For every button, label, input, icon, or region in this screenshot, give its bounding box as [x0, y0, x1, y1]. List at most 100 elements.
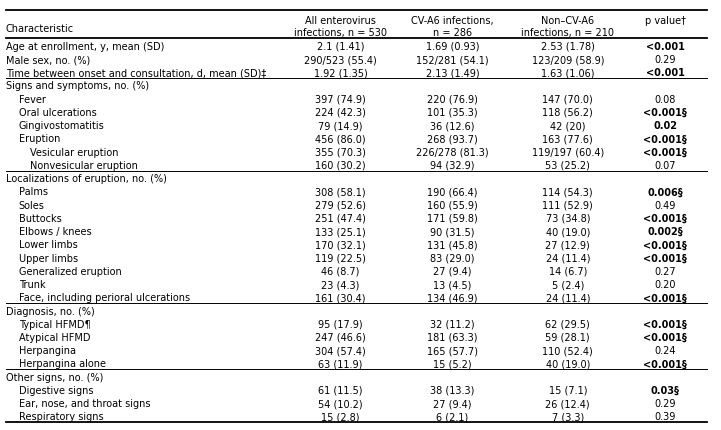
Text: 90 (31.5): 90 (31.5)	[430, 227, 474, 237]
Text: 2.1 (1.41): 2.1 (1.41)	[317, 42, 364, 52]
Text: <0.001§: <0.001§	[643, 253, 687, 263]
Text: 308 (58.1): 308 (58.1)	[315, 187, 366, 197]
Text: Eruption: Eruption	[19, 134, 60, 144]
Text: 0.29: 0.29	[655, 398, 676, 408]
Text: 101 (35.3): 101 (35.3)	[427, 108, 478, 118]
Text: 123/209 (58.9): 123/209 (58.9)	[531, 55, 604, 65]
Text: 160 (30.2): 160 (30.2)	[315, 160, 366, 171]
Text: 38 (13.3): 38 (13.3)	[430, 385, 474, 395]
Text: 27 (12.9): 27 (12.9)	[545, 240, 590, 250]
Text: 152/281 (54.1): 152/281 (54.1)	[416, 55, 489, 65]
Text: 6 (2.1): 6 (2.1)	[436, 412, 469, 421]
Text: 0.20: 0.20	[655, 280, 676, 289]
Text: 0.002§: 0.002§	[647, 227, 683, 237]
Text: 15 (7.1): 15 (7.1)	[549, 385, 587, 395]
Text: 251 (47.4): 251 (47.4)	[315, 213, 366, 223]
Text: 290/523 (55.4): 290/523 (55.4)	[304, 55, 377, 65]
Text: 133 (25.1): 133 (25.1)	[315, 227, 366, 237]
Text: 95 (17.9): 95 (17.9)	[319, 319, 363, 329]
Text: 27 (9.4): 27 (9.4)	[433, 398, 472, 408]
Text: 190 (66.4): 190 (66.4)	[427, 187, 478, 197]
Text: Trunk: Trunk	[19, 280, 45, 289]
Text: Face, including perioral ulcerations: Face, including perioral ulcerations	[19, 292, 190, 303]
Text: 119/197 (60.4): 119/197 (60.4)	[531, 147, 604, 157]
Text: 23 (4.3): 23 (4.3)	[322, 280, 360, 289]
Text: 119 (22.5): 119 (22.5)	[315, 253, 366, 263]
Text: 171 (59.8): 171 (59.8)	[427, 213, 478, 223]
Text: 26 (12.4): 26 (12.4)	[546, 398, 590, 408]
Text: <0.001§: <0.001§	[643, 332, 687, 342]
Text: 181 (63.3): 181 (63.3)	[427, 332, 478, 342]
Text: 7 (3.3): 7 (3.3)	[552, 412, 584, 421]
Text: 27 (9.4): 27 (9.4)	[433, 266, 472, 276]
Text: Time between onset and consultation, d, mean (SD)‡: Time between onset and consultation, d, …	[6, 68, 266, 78]
Text: 40 (19.0): 40 (19.0)	[546, 227, 590, 237]
Text: 94 (32.9): 94 (32.9)	[430, 160, 474, 171]
Text: 83 (29.0): 83 (29.0)	[430, 253, 474, 263]
Text: 0.07: 0.07	[655, 160, 676, 171]
Text: Soles: Soles	[19, 200, 45, 210]
Text: 15 (2.8): 15 (2.8)	[322, 412, 360, 421]
Text: CV-A6 infections,
n = 286: CV-A6 infections, n = 286	[411, 16, 494, 38]
Text: 304 (57.4): 304 (57.4)	[315, 345, 366, 355]
Text: 13 (4.5): 13 (4.5)	[433, 280, 472, 289]
Text: <0.001: <0.001	[646, 42, 684, 52]
Text: 24 (11.4): 24 (11.4)	[546, 292, 590, 303]
Text: <0.001: <0.001	[646, 68, 684, 78]
Text: 1.92 (1.35): 1.92 (1.35)	[314, 68, 368, 78]
Text: 111 (52.9): 111 (52.9)	[542, 200, 593, 210]
Text: Ear, nose, and throat signs: Ear, nose, and throat signs	[19, 398, 150, 408]
Text: 15 (5.2): 15 (5.2)	[433, 359, 472, 369]
Text: All enterovirus
infections, n = 530: All enterovirus infections, n = 530	[294, 16, 387, 38]
Text: Age at enrollment, y, mean (SD): Age at enrollment, y, mean (SD)	[6, 42, 164, 52]
Text: 161 (30.4): 161 (30.4)	[315, 292, 366, 303]
Text: Localizations of eruption, no. (%): Localizations of eruption, no. (%)	[6, 174, 167, 184]
Text: 160 (55.9): 160 (55.9)	[427, 200, 478, 210]
Text: 46 (8.7): 46 (8.7)	[322, 266, 360, 276]
Text: 226/278 (81.3): 226/278 (81.3)	[416, 147, 489, 157]
Text: <0.001§: <0.001§	[643, 108, 687, 118]
Text: Upper limbs: Upper limbs	[19, 253, 78, 263]
Text: 0.03§: 0.03§	[650, 385, 680, 395]
Text: 42 (20): 42 (20)	[550, 121, 585, 131]
Text: Diagnosis, no. (%): Diagnosis, no. (%)	[6, 306, 94, 316]
Text: Signs and symptoms, no. (%): Signs and symptoms, no. (%)	[6, 81, 149, 91]
Text: Non–CV-A6
infections, n = 210: Non–CV-A6 infections, n = 210	[521, 16, 614, 38]
Text: Buttocks: Buttocks	[19, 213, 61, 223]
Text: Lower limbs: Lower limbs	[19, 240, 77, 250]
Text: 14 (6.7): 14 (6.7)	[549, 266, 587, 276]
Text: 118 (56.2): 118 (56.2)	[542, 108, 593, 118]
Text: Fever: Fever	[19, 95, 45, 104]
Text: 79 (14.9): 79 (14.9)	[319, 121, 363, 131]
Text: 0.006§: 0.006§	[647, 187, 683, 197]
Text: 220 (76.9): 220 (76.9)	[427, 95, 478, 104]
Text: Oral ulcerations: Oral ulcerations	[19, 108, 97, 118]
Text: Typical HFMD¶: Typical HFMD¶	[19, 319, 90, 329]
Text: 2.13 (1.49): 2.13 (1.49)	[425, 68, 479, 78]
Text: 0.39: 0.39	[655, 412, 676, 421]
Text: 54 (10.2): 54 (10.2)	[319, 398, 363, 408]
Text: 268 (93.7): 268 (93.7)	[427, 134, 478, 144]
Text: 134 (46.9): 134 (46.9)	[427, 292, 478, 303]
Text: 2.53 (1.78): 2.53 (1.78)	[541, 42, 595, 52]
Text: 0.02: 0.02	[653, 121, 677, 131]
Text: Other signs, no. (%): Other signs, no. (%)	[6, 372, 103, 382]
Text: <0.001§: <0.001§	[643, 147, 687, 157]
Text: Nonvesicular eruption: Nonvesicular eruption	[30, 160, 138, 171]
Text: 147 (70.0): 147 (70.0)	[542, 95, 593, 104]
Text: 163 (77.6): 163 (77.6)	[542, 134, 593, 144]
Text: Gingivostomatitis: Gingivostomatitis	[19, 121, 105, 131]
Text: 247 (46.6): 247 (46.6)	[315, 332, 366, 342]
Text: 5 (2.4): 5 (2.4)	[552, 280, 584, 289]
Text: 36 (12.6): 36 (12.6)	[430, 121, 474, 131]
Text: Palms: Palms	[19, 187, 48, 197]
Text: 59 (28.1): 59 (28.1)	[546, 332, 590, 342]
Text: 73 (34.8): 73 (34.8)	[546, 213, 590, 223]
Text: <0.001§: <0.001§	[643, 213, 687, 223]
Text: 0.49: 0.49	[655, 200, 676, 210]
Text: 397 (74.9): 397 (74.9)	[315, 95, 366, 104]
Text: 32 (11.2): 32 (11.2)	[430, 319, 474, 329]
Text: Herpangina alone: Herpangina alone	[19, 359, 106, 369]
Text: 53 (25.2): 53 (25.2)	[545, 160, 590, 171]
Text: Generalized eruption: Generalized eruption	[19, 266, 122, 276]
